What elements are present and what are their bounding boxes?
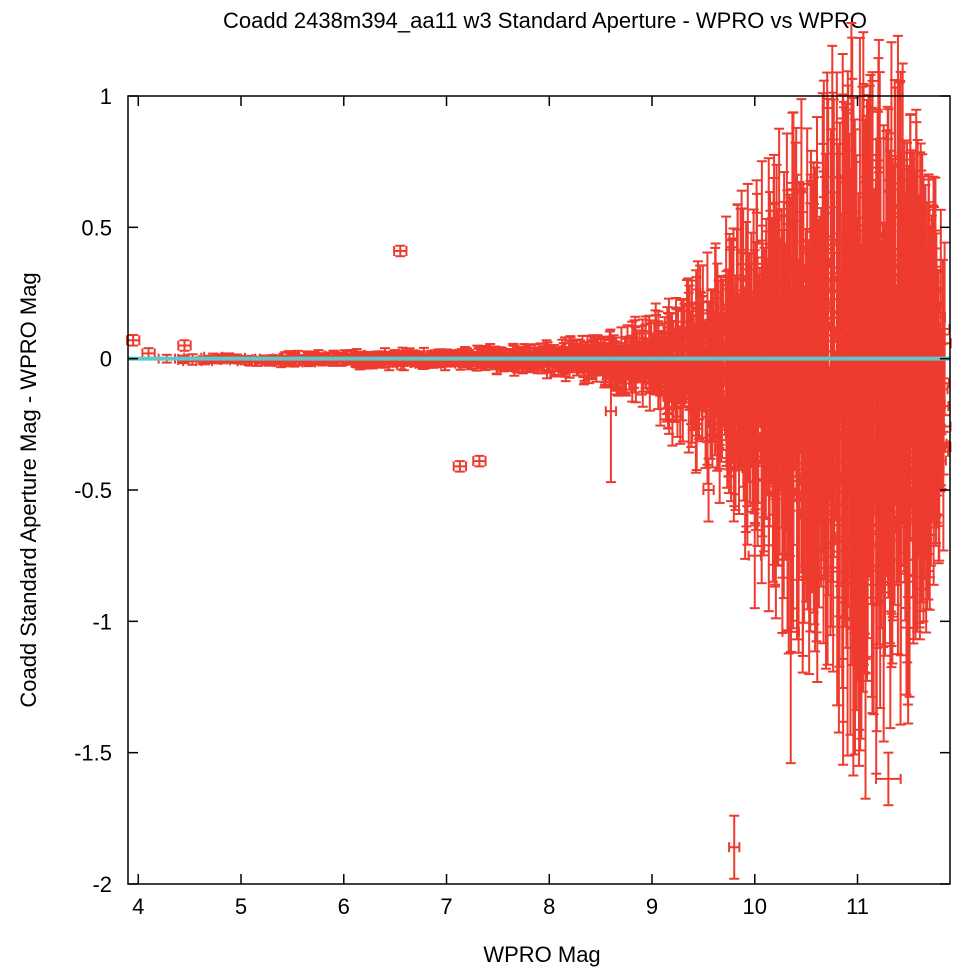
chart-title: Coadd 2438m394_aa11 w3 Standard Aperture… — [223, 8, 867, 33]
y-tick-label: 0.5 — [81, 215, 112, 240]
data-point — [749, 179, 764, 441]
data-point — [867, 301, 885, 607]
y-tick-label: 1 — [100, 84, 112, 109]
y-tick-label: -2 — [92, 872, 112, 897]
data-point — [766, 400, 780, 494]
data-point — [604, 339, 618, 484]
x-tick-label: 8 — [543, 894, 555, 919]
y-tick-label: -0.5 — [74, 478, 112, 503]
y-tick-label: -1 — [92, 609, 112, 634]
y-axis-label: Coadd Standard Aperture Mag - WPRO Mag — [16, 272, 41, 707]
data-point — [625, 320, 640, 373]
data-point — [688, 276, 705, 398]
data-point — [926, 176, 945, 429]
x-tick-label: 7 — [440, 894, 452, 919]
x-tick-label: 11 — [846, 894, 869, 919]
data-point — [659, 364, 675, 423]
data-point — [825, 266, 843, 520]
data-point — [125, 334, 141, 347]
data-point — [728, 814, 741, 880]
data-point — [917, 229, 932, 379]
data-point — [688, 350, 709, 425]
data-point — [708, 279, 729, 372]
data-point — [823, 400, 839, 628]
data-point — [742, 252, 756, 335]
data-point — [811, 360, 830, 526]
data-point — [908, 269, 925, 559]
data-point — [875, 751, 902, 807]
x-tick-label: 4 — [132, 894, 144, 919]
x-tick-label: 5 — [235, 894, 247, 919]
data-point — [452, 460, 468, 473]
data-points — [125, 21, 952, 880]
x-axis-label: WPRO Mag — [483, 942, 600, 967]
data-point — [781, 499, 800, 765]
data-point — [702, 289, 720, 442]
x-tick-label: 10 — [743, 894, 767, 919]
data-point — [472, 454, 487, 468]
data-point — [895, 139, 914, 497]
data-point — [728, 274, 744, 459]
data-point — [702, 457, 715, 523]
data-point — [921, 368, 939, 490]
data-point — [776, 132, 798, 426]
data-point — [557, 362, 574, 375]
data-point — [913, 282, 927, 641]
data-point — [177, 339, 192, 352]
data-point — [393, 244, 408, 258]
data-point — [747, 502, 762, 610]
data-point — [877, 108, 900, 599]
data-point — [766, 218, 787, 443]
y-tick-label: -1.5 — [74, 741, 112, 766]
data-point — [875, 137, 886, 366]
data-point — [595, 348, 613, 389]
data-point — [923, 319, 941, 413]
data-point — [862, 248, 881, 548]
data-point — [933, 413, 950, 490]
data-point — [790, 191, 803, 502]
data-point — [849, 255, 861, 756]
x-tick-label: 9 — [646, 894, 658, 919]
y-tick-label: 0 — [100, 347, 112, 372]
x-tick-label: 6 — [338, 894, 350, 919]
data-point — [896, 178, 910, 442]
data-point — [837, 174, 850, 383]
data-point — [760, 217, 773, 357]
data-point — [863, 342, 884, 586]
data-point — [888, 325, 900, 533]
data-point — [653, 324, 664, 380]
